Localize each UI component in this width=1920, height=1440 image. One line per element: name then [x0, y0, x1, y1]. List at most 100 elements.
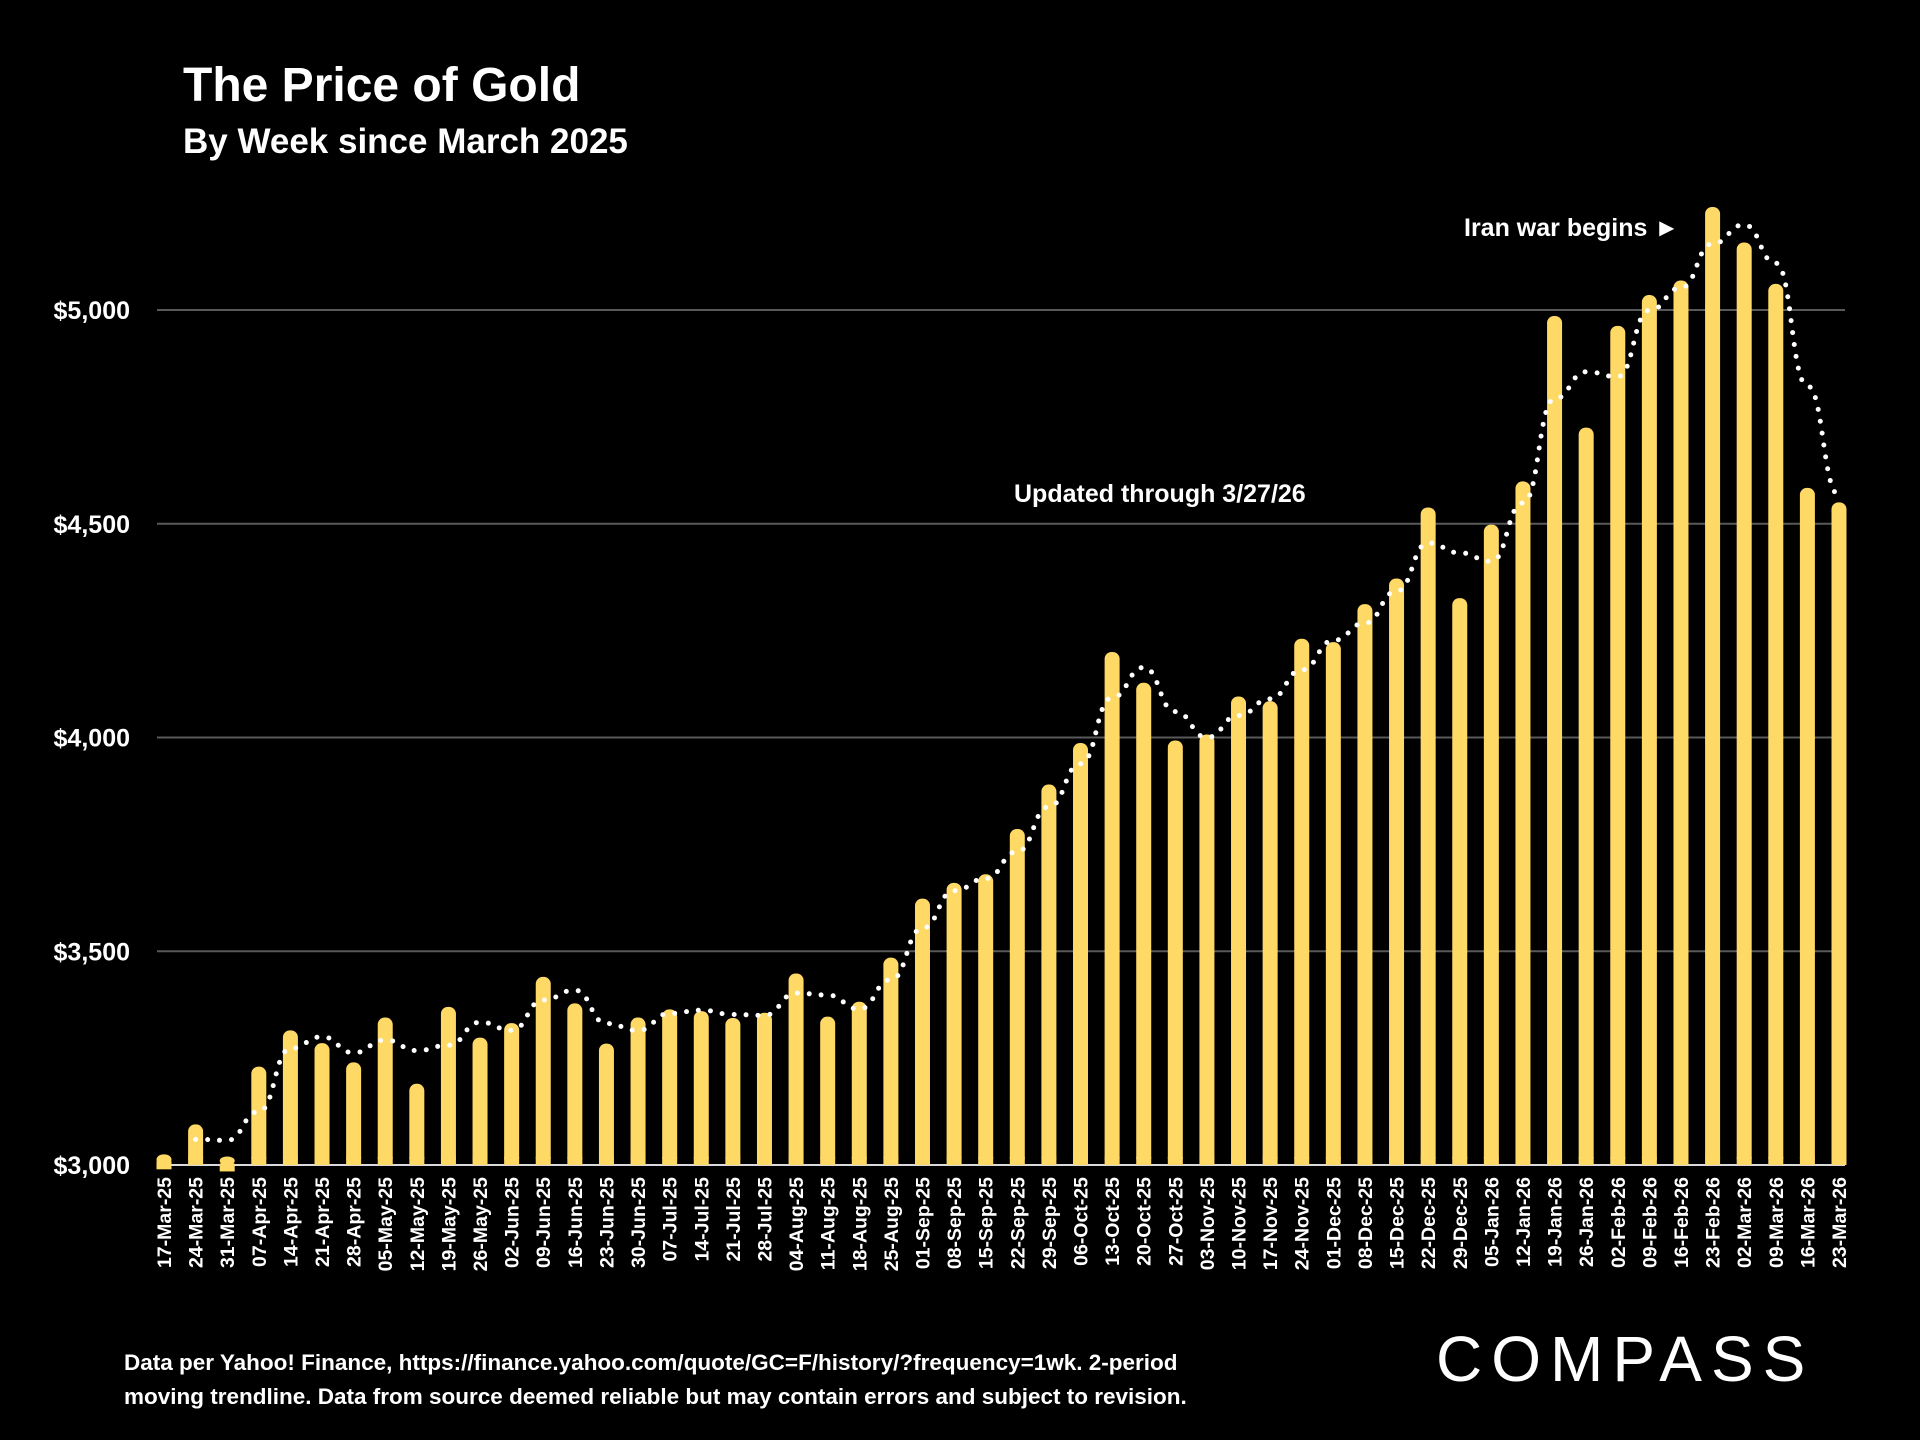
bar — [1578, 427, 1594, 1165]
bar — [1231, 696, 1247, 1165]
bar-base — [946, 1157, 962, 1165]
x-tick-label: 10-Nov-25 — [1229, 1177, 1251, 1270]
bar-base — [598, 1157, 614, 1165]
x-tick-label: 28-Apr-25 — [344, 1177, 366, 1267]
x-tick-label: 25-Aug-25 — [881, 1177, 903, 1271]
x-tick-label: 13-Oct-25 — [1102, 1177, 1124, 1266]
bar — [598, 1043, 614, 1165]
x-tick-label: 12-May-25 — [407, 1177, 429, 1271]
bar-base — [978, 1157, 994, 1165]
bar-base — [156, 1161, 172, 1170]
bar — [914, 898, 930, 1165]
bar-base — [1610, 1157, 1626, 1165]
x-tick-label: 29-Dec-25 — [1450, 1177, 1472, 1269]
bar — [1262, 701, 1278, 1165]
bar — [1389, 578, 1405, 1165]
x-tick-label: 27-Oct-25 — [1165, 1177, 1187, 1266]
bar-base — [756, 1157, 772, 1165]
bar-base — [1294, 1157, 1310, 1165]
bar — [1673, 280, 1689, 1165]
bar-base — [1389, 1157, 1405, 1165]
x-tick-label: 07-Jul-25 — [660, 1177, 682, 1262]
bar — [883, 957, 899, 1165]
bar — [1515, 481, 1531, 1165]
source-footnote: Data per Yahoo! Finance, https://finance… — [124, 1346, 1424, 1414]
x-tick-label: 07-Apr-25 — [249, 1177, 271, 1267]
bar — [346, 1062, 362, 1165]
bar-base — [820, 1157, 836, 1165]
x-tick-label: 01-Sep-25 — [912, 1177, 934, 1269]
x-tick-label: 17-Mar-25 — [154, 1177, 176, 1268]
bar — [219, 1156, 235, 1165]
bar — [282, 1030, 298, 1165]
x-tick-label: 22-Sep-25 — [1007, 1177, 1029, 1269]
x-tick-label: 30-Jun-25 — [628, 1177, 650, 1268]
bar-base — [251, 1157, 267, 1165]
x-tick-label: 28-Jul-25 — [754, 1177, 776, 1262]
bar — [314, 1043, 330, 1165]
bar — [1547, 315, 1563, 1165]
bar — [1736, 242, 1752, 1165]
x-tick-label: 19-May-25 — [438, 1177, 460, 1271]
x-tick-label: 26-Jan-26 — [1576, 1177, 1598, 1267]
bar-base — [377, 1157, 393, 1165]
bar-base — [472, 1157, 488, 1165]
bar-base — [1136, 1157, 1152, 1165]
bar — [251, 1066, 267, 1165]
bar-base — [851, 1157, 867, 1165]
x-tick-label: 16-Feb-26 — [1671, 1177, 1693, 1268]
bar-base — [1515, 1157, 1531, 1165]
x-tick-label: 08-Dec-25 — [1355, 1177, 1377, 1269]
bar-base — [567, 1157, 583, 1165]
x-tick-label: 04-Aug-25 — [786, 1177, 808, 1271]
x-tick-label: 09-Jun-25 — [533, 1177, 555, 1268]
x-tick-label: 12-Jan-26 — [1513, 1177, 1535, 1267]
bar-base — [219, 1163, 235, 1172]
x-tick-label: 21-Apr-25 — [312, 1177, 334, 1267]
x-tick-label: 15-Sep-25 — [976, 1177, 998, 1269]
bar — [1167, 740, 1183, 1165]
x-tick-label: 31-Mar-25 — [217, 1177, 239, 1268]
bar — [1199, 734, 1215, 1165]
bar-base — [1231, 1157, 1247, 1165]
x-tick-label: 20-Oct-25 — [1134, 1177, 1156, 1266]
bar-base — [725, 1157, 741, 1165]
x-tick-label: 22-Dec-25 — [1418, 1177, 1440, 1269]
x-tick-label: 23-Mar-26 — [1829, 1177, 1851, 1268]
x-tick-label: 26-May-25 — [470, 1177, 492, 1271]
bar — [788, 973, 804, 1165]
x-tick-label: 02-Jun-25 — [502, 1177, 524, 1268]
bar — [1420, 507, 1436, 1165]
bar — [693, 1011, 709, 1165]
bar-base — [883, 1157, 899, 1165]
bar — [1831, 502, 1847, 1165]
bar-base — [1167, 1157, 1183, 1165]
footnote-line-2: moving trendline. Data from source deeme… — [124, 1384, 1187, 1409]
x-tick-label: 18-Aug-25 — [849, 1177, 871, 1271]
bar — [1483, 524, 1499, 1165]
bar — [662, 1009, 678, 1165]
bar — [1705, 206, 1721, 1165]
bar-base — [1104, 1157, 1120, 1165]
bar — [1799, 487, 1815, 1166]
bar-base — [1483, 1157, 1499, 1165]
bar-base — [1073, 1157, 1089, 1165]
y-tick-label: $4,000 — [54, 725, 130, 753]
x-tick-label: 14-Apr-25 — [280, 1177, 302, 1267]
chart-title: The Price of Gold — [183, 59, 581, 112]
x-tick-label: 01-Dec-25 — [1323, 1177, 1345, 1269]
x-tick-label: 09-Feb-26 — [1639, 1177, 1661, 1268]
bar — [188, 1124, 204, 1165]
x-tick-label: 24-Nov-25 — [1292, 1177, 1314, 1270]
bar — [756, 1012, 772, 1165]
bar-base — [1578, 1157, 1594, 1165]
x-tick-label: 16-Mar-26 — [1797, 1177, 1819, 1268]
bar-base — [1705, 1157, 1721, 1165]
bar — [1294, 638, 1310, 1165]
x-tick-label: 11-Aug-25 — [818, 1177, 840, 1270]
bar-base — [1452, 1157, 1468, 1165]
bar-base — [504, 1157, 520, 1165]
y-tick-label: $5,000 — [54, 297, 130, 325]
bar-base — [535, 1157, 551, 1165]
x-tick-label: 05-May-25 — [375, 1177, 397, 1271]
